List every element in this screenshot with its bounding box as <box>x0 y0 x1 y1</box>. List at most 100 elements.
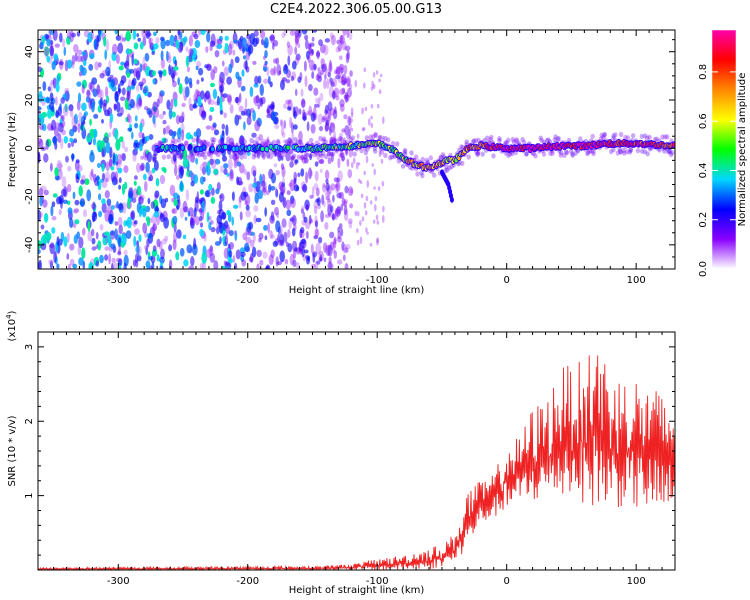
noise-blob <box>58 122 64 133</box>
noise-blob <box>182 234 187 240</box>
noise-blob <box>270 185 276 191</box>
noise-blob <box>315 51 321 57</box>
noise-blob <box>118 65 124 71</box>
noise-blob <box>270 68 275 76</box>
noise-blob <box>126 113 131 123</box>
noise-blob <box>328 256 332 264</box>
noise-blob <box>136 84 140 92</box>
noise-blob <box>249 86 254 98</box>
noise-blob <box>89 53 95 60</box>
trace-halo <box>368 134 373 140</box>
noise-blob <box>234 230 238 242</box>
noise-blob <box>177 77 180 86</box>
noise-blob <box>334 183 339 188</box>
trace-halo <box>170 138 176 144</box>
noise-blob <box>39 124 44 131</box>
noise-blob <box>121 140 126 149</box>
noise-blob <box>315 74 320 81</box>
noise-blob <box>248 229 253 237</box>
noise-blob <box>340 228 344 237</box>
noise-blob <box>318 159 324 164</box>
noise-blob <box>311 36 315 42</box>
trace-halo <box>611 147 616 153</box>
noise-blob <box>216 38 223 45</box>
noise-blob <box>92 201 96 211</box>
noise-blob <box>304 34 309 41</box>
noise-blob <box>369 200 373 205</box>
trace-halo <box>157 140 163 146</box>
noise-blob <box>314 170 319 182</box>
noise-blob <box>299 139 304 147</box>
noise-blob <box>228 63 233 74</box>
trace-halo <box>466 154 471 160</box>
noise-blob <box>101 179 108 189</box>
noise-blob <box>253 30 259 37</box>
noise-blob <box>365 227 368 233</box>
noise-blob <box>320 58 325 66</box>
trace-halo <box>176 137 182 143</box>
noise-blob <box>128 49 133 54</box>
noise-blob <box>141 30 147 39</box>
noise-blob <box>251 132 257 138</box>
trace-halo <box>389 154 395 160</box>
noise-blob <box>38 137 43 144</box>
noise-blob <box>173 71 178 77</box>
noise-blob <box>172 215 178 225</box>
noise-blob <box>162 111 166 115</box>
noise-blob <box>188 207 194 217</box>
trace-halo <box>556 135 561 142</box>
noise-blob <box>117 203 124 211</box>
noise-blob <box>290 197 296 209</box>
noise-blob <box>329 231 335 239</box>
noise-blob <box>258 237 262 243</box>
noise-blob <box>86 90 91 100</box>
noise-blob <box>304 39 309 50</box>
trace-halo <box>373 148 378 154</box>
noise-blob <box>87 230 93 242</box>
noise-blob <box>165 39 171 47</box>
trace-halo <box>599 132 604 138</box>
noise-blob <box>315 187 320 197</box>
noise-blob <box>105 141 111 154</box>
noise-blob <box>45 96 50 104</box>
noise-blob <box>76 100 81 111</box>
noise-blob <box>224 234 229 246</box>
noise-blob <box>111 43 118 55</box>
noise-blob <box>209 99 215 105</box>
trace-halo <box>268 154 274 160</box>
noise-blob <box>84 178 90 185</box>
trace-halo <box>201 139 207 145</box>
noise-blob <box>305 204 309 212</box>
noise-blob <box>208 114 213 122</box>
noise-blob <box>317 75 322 83</box>
noise-blob <box>337 230 341 240</box>
noise-blob <box>117 258 123 267</box>
noise-blob <box>118 177 122 184</box>
noise-blob <box>242 232 248 241</box>
noise-blob <box>222 212 227 220</box>
trace-halo <box>200 151 206 157</box>
noise-blob <box>252 60 257 65</box>
trace-halo <box>570 152 575 158</box>
noise-blob <box>275 220 281 233</box>
noise-blob <box>327 244 333 257</box>
noise-blob <box>155 177 160 187</box>
noise-blob <box>302 183 308 193</box>
noise-blob <box>106 198 112 206</box>
noise-blob <box>119 136 124 143</box>
noise-blob <box>330 139 336 144</box>
noise-blob <box>126 86 131 91</box>
noise-blob <box>131 54 134 66</box>
noise-blob <box>318 153 325 159</box>
noise-blob <box>40 185 47 192</box>
noise-blob <box>248 256 254 263</box>
noise-blob <box>98 193 102 201</box>
noise-blob <box>281 218 287 228</box>
noise-blob <box>89 152 95 163</box>
noise-blob <box>285 199 291 210</box>
noise-blob <box>211 187 215 196</box>
noise-blob <box>253 205 259 212</box>
noise-blob <box>79 198 86 208</box>
noise-blob <box>187 66 190 73</box>
noise-blob <box>116 201 119 209</box>
